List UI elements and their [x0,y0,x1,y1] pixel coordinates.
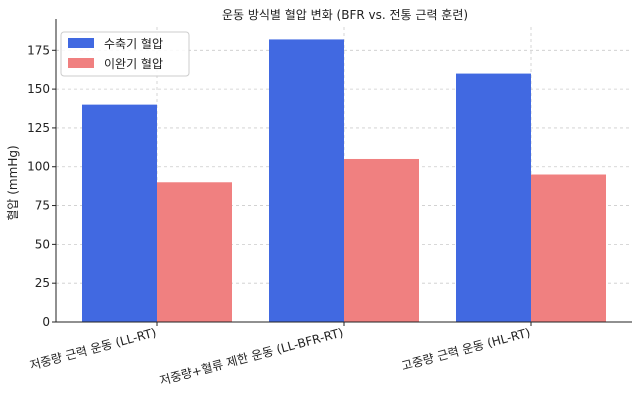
y-tick-label: 175 [27,43,50,57]
bar-systolic-1 [269,39,344,322]
y-tick-label: 0 [42,315,50,329]
bars [82,39,606,322]
x-tick-label: 저중량 근력 운동 (LL-RT) [28,325,158,372]
legend-swatch [68,38,94,48]
y-tick-label: 150 [27,82,50,96]
bar-systolic-2 [456,73,531,322]
legend-swatch [68,58,94,68]
y-tick-label: 100 [27,160,50,174]
chart-title: 운동 방식별 혈압 변화 (BFR vs. 전통 근력 훈련) [222,8,468,22]
bar-diastolic-1 [344,158,419,322]
y-ticks: 0 25 50 75 100 125 150 175 [27,43,56,329]
y-axis-label: 혈압 (mmHg) [6,145,20,220]
y-tick-label: 75 [35,199,50,213]
legend-label: 수축기 혈압 [104,37,163,51]
y-tick-label: 50 [35,237,50,251]
x-tick-label: 저중량+혈류 제한 운동 (LL-BFR-RT) [158,325,345,388]
bar-systolic-0 [82,104,157,322]
bar-diastolic-2 [531,174,606,322]
legend-label: 이완기 혈압 [104,57,163,71]
x-ticks: 저중량 근력 운동 (LL-RT) 저중량+혈류 제한 운동 (LL-BFR-RT… [28,322,532,388]
y-tick-label: 125 [27,121,50,135]
y-tick-label: 25 [35,276,50,290]
bar-diastolic-0 [157,182,232,322]
x-tick-label: 고중량 근력 운동 (HL-RT) [400,325,532,373]
